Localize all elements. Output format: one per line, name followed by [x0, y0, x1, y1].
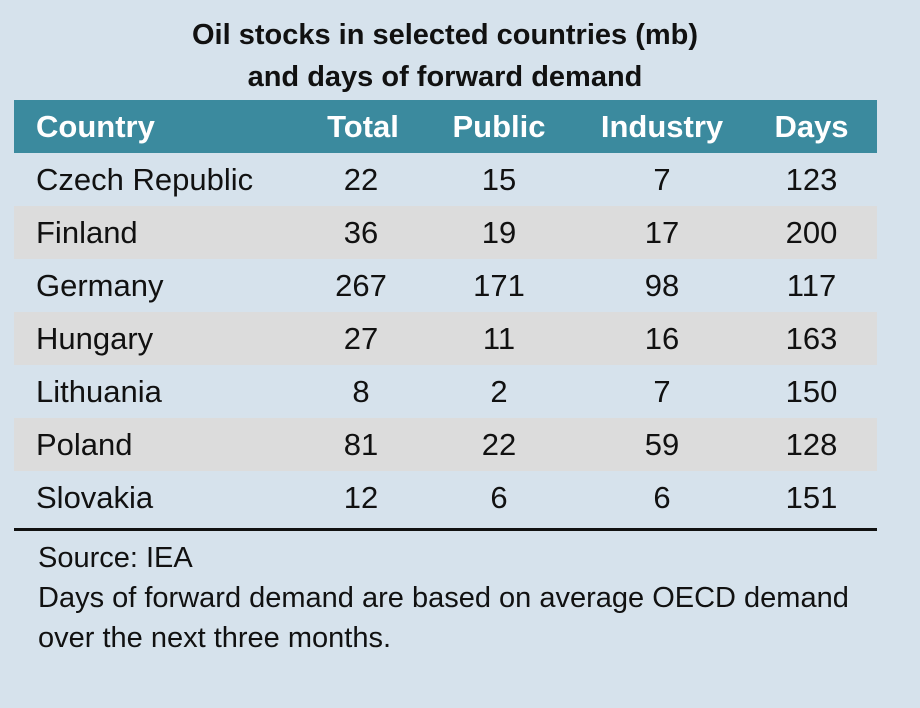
cell-industry: 7 — [653, 373, 671, 409]
cell-country: Germany — [36, 267, 164, 303]
cell-total: 267 — [335, 267, 387, 303]
cell-days: 151 — [785, 479, 838, 515]
cell-industry: 16 — [644, 320, 680, 356]
cell-total: 22 — [343, 161, 379, 197]
source-note: Source: IEA — [38, 542, 193, 574]
cell-industry: 17 — [644, 214, 680, 250]
table-row: Poland 81 22 59 128 — [14, 418, 877, 471]
cell-public: 11 — [482, 320, 516, 356]
cell-public: 19 — [481, 214, 517, 250]
cell-country: Slovakia — [36, 479, 154, 515]
cell-public: 15 — [481, 161, 517, 197]
table-bottom-rule — [14, 528, 877, 531]
column-header-total: Total — [327, 108, 399, 144]
footnote: Days of forward demand are based on aver… — [38, 582, 849, 654]
table-row: Finland 36 19 17 200 — [14, 206, 877, 259]
column-header-public: Public — [452, 108, 546, 144]
cell-country: Finland — [36, 214, 138, 250]
cell-industry: 98 — [644, 267, 680, 303]
cell-days: 150 — [785, 373, 838, 409]
cell-public: 6 — [490, 479, 508, 515]
cell-total: 8 — [352, 373, 370, 409]
cell-industry: 7 — [653, 161, 671, 197]
table-notes: Source: IEA Days of forward demand are b… — [38, 538, 888, 658]
cell-days: 128 — [785, 426, 838, 462]
cell-total: 27 — [343, 320, 379, 356]
table-row: Czech Republic 22 15 7 123 — [14, 153, 877, 206]
column-header-industry: Industry — [600, 108, 724, 144]
cell-total: 12 — [343, 479, 379, 515]
cell-days: 123 — [785, 161, 838, 197]
cell-public: 171 — [473, 267, 525, 303]
cell-industry: 59 — [644, 426, 680, 462]
title-line-1: Oil stocks in selected countries (mb) — [191, 19, 699, 51]
cell-days: 163 — [785, 320, 838, 356]
column-header-days: Days — [774, 108, 849, 144]
table-row: Lithuania 8 2 7 150 — [14, 365, 877, 418]
cell-industry: 6 — [653, 479, 671, 515]
table-row: Germany 267 171 98 117 — [14, 259, 877, 312]
cell-country: Lithuania — [36, 373, 162, 409]
table-row: Slovakia 12 6 6 151 — [14, 471, 877, 524]
cell-days: 117 — [786, 267, 837, 303]
table-header: Country Total Public Industry Days — [14, 100, 877, 153]
cell-country: Czech Republic — [36, 161, 254, 197]
title-line-2: and days of forward demand — [247, 61, 643, 93]
data-table: Country Total Public Industry Days Czech… — [14, 100, 877, 524]
cell-total: 36 — [343, 214, 379, 250]
cell-total: 81 — [343, 426, 379, 462]
column-header-country: Country — [36, 108, 155, 144]
cell-public: 2 — [490, 373, 508, 409]
table-row: Hungary 27 11 16 163 — [14, 312, 877, 365]
cell-country: Hungary — [36, 320, 154, 356]
cell-public: 22 — [481, 426, 517, 462]
cell-country: Poland — [36, 426, 133, 462]
chart-title: Oil stocks in selected countries (mb) an… — [0, 14, 890, 98]
cell-days: 200 — [785, 214, 838, 250]
